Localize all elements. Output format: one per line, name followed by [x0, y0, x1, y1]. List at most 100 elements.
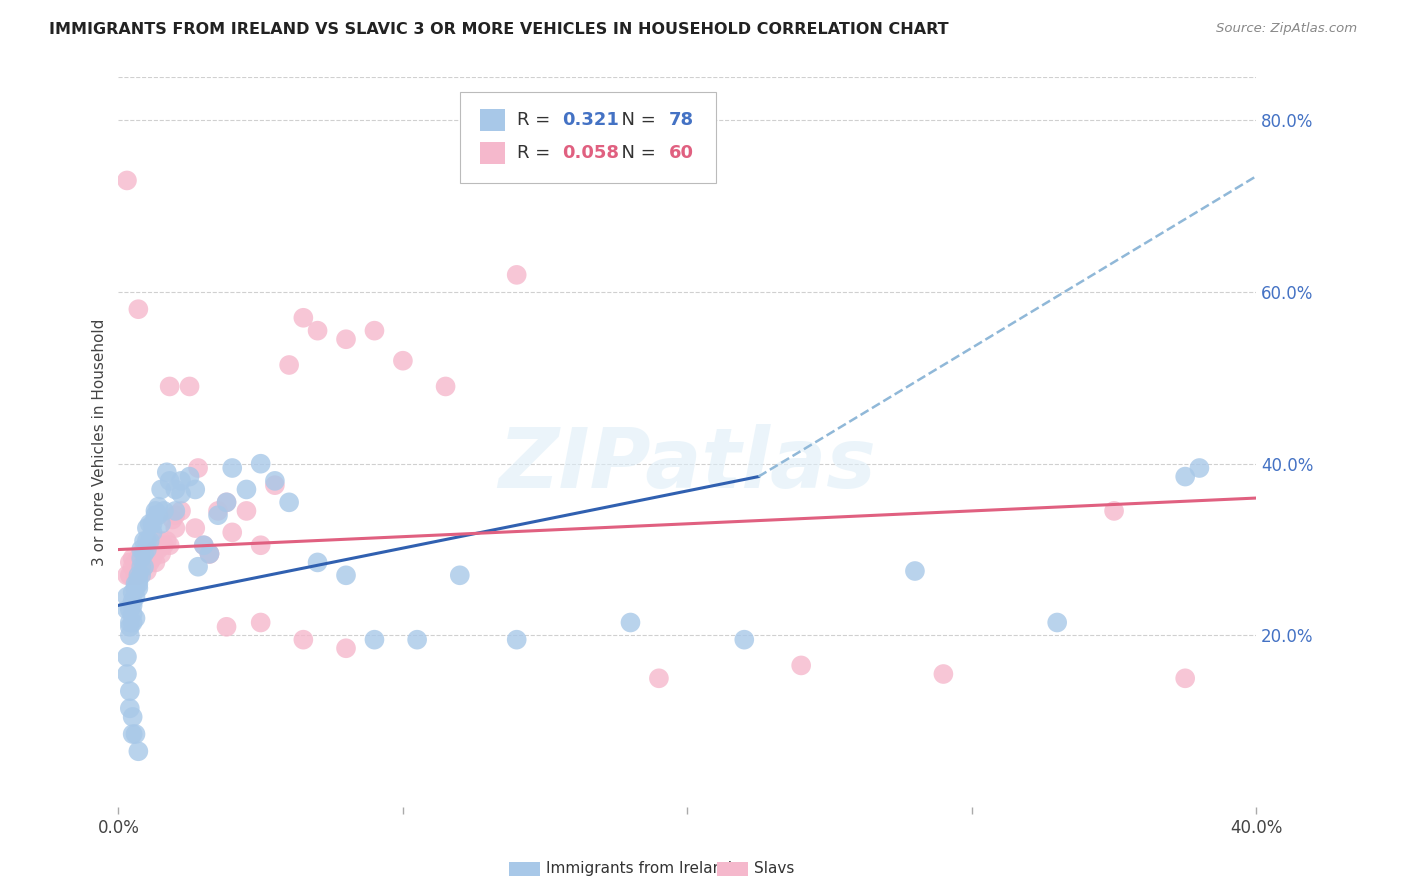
Point: [187, 559, 209, 574]
Point: [150, 533, 173, 548]
Point: [121, 551, 143, 566]
Point: [153, 504, 176, 518]
Point: [118, 628, 141, 642]
Point: [363, 632, 385, 647]
Point: [648, 671, 671, 685]
Point: [184, 483, 207, 497]
Point: [145, 504, 167, 518]
Point: [145, 556, 167, 570]
Point: [249, 457, 271, 471]
Point: [1188, 461, 1211, 475]
Point: [135, 521, 157, 535]
Point: [449, 568, 471, 582]
Point: [127, 568, 149, 582]
Point: [278, 495, 301, 509]
Point: [115, 602, 138, 616]
Point: [165, 504, 187, 518]
Point: [170, 474, 193, 488]
Point: [121, 727, 143, 741]
Point: [121, 710, 143, 724]
Point: [187, 461, 209, 475]
Point: [165, 521, 187, 535]
Point: [148, 542, 170, 557]
Point: [121, 585, 143, 599]
FancyBboxPatch shape: [481, 142, 505, 163]
Point: [129, 547, 152, 561]
Point: [179, 379, 201, 393]
Point: [207, 508, 229, 523]
Point: [1174, 671, 1197, 685]
Point: [170, 487, 193, 501]
Text: Source: ZipAtlas.com: Source: ZipAtlas.com: [1216, 22, 1357, 36]
Point: [165, 483, 187, 497]
Point: [124, 568, 146, 582]
Point: [165, 508, 187, 523]
Point: [124, 590, 146, 604]
Point: [127, 744, 149, 758]
Point: [198, 547, 221, 561]
Point: [129, 551, 152, 566]
Point: [142, 551, 165, 566]
Text: Immigrants from Ireland: Immigrants from Ireland: [546, 862, 731, 876]
Point: [121, 615, 143, 630]
Point: [335, 641, 357, 656]
Point: [135, 551, 157, 566]
Point: [115, 173, 138, 187]
Point: [115, 590, 138, 604]
Point: [115, 568, 138, 582]
Point: [142, 525, 165, 540]
Point: [292, 632, 315, 647]
Point: [132, 559, 155, 574]
Text: R =: R =: [516, 144, 555, 161]
Point: [132, 547, 155, 561]
Point: [118, 684, 141, 698]
Point: [142, 516, 165, 531]
Point: [118, 701, 141, 715]
Point: [307, 324, 329, 338]
Point: [129, 542, 152, 557]
Point: [121, 599, 143, 613]
Point: [264, 478, 287, 492]
Point: [145, 508, 167, 523]
Point: [127, 568, 149, 582]
Point: [193, 538, 215, 552]
Point: [118, 556, 141, 570]
Point: [904, 564, 927, 578]
Point: [733, 632, 755, 647]
Point: [124, 581, 146, 595]
Point: [235, 483, 257, 497]
Text: Slavs: Slavs: [754, 862, 794, 876]
Point: [115, 649, 138, 664]
Point: [505, 268, 527, 282]
Point: [159, 379, 181, 393]
Point: [1046, 615, 1069, 630]
Point: [156, 465, 179, 479]
Point: [124, 727, 146, 741]
Text: ZIPatlas: ZIPatlas: [499, 424, 876, 505]
Point: [221, 525, 243, 540]
Point: [135, 533, 157, 548]
Point: [619, 615, 641, 630]
Point: [193, 538, 215, 552]
Point: [207, 504, 229, 518]
Point: [221, 461, 243, 475]
Point: [150, 483, 173, 497]
Point: [127, 573, 149, 587]
Point: [118, 602, 141, 616]
Point: [150, 516, 173, 531]
Point: [121, 607, 143, 621]
Point: [121, 594, 143, 608]
Text: N =: N =: [610, 144, 661, 161]
Point: [145, 542, 167, 557]
Point: [138, 516, 160, 531]
Point: [150, 547, 173, 561]
Point: [127, 577, 149, 591]
Point: [124, 611, 146, 625]
Point: [215, 495, 238, 509]
Point: [115, 667, 138, 681]
Text: N =: N =: [610, 111, 661, 128]
Point: [118, 620, 141, 634]
Point: [118, 615, 141, 630]
Point: [148, 500, 170, 514]
Y-axis label: 3 or more Vehicles in Household: 3 or more Vehicles in Household: [93, 318, 107, 566]
